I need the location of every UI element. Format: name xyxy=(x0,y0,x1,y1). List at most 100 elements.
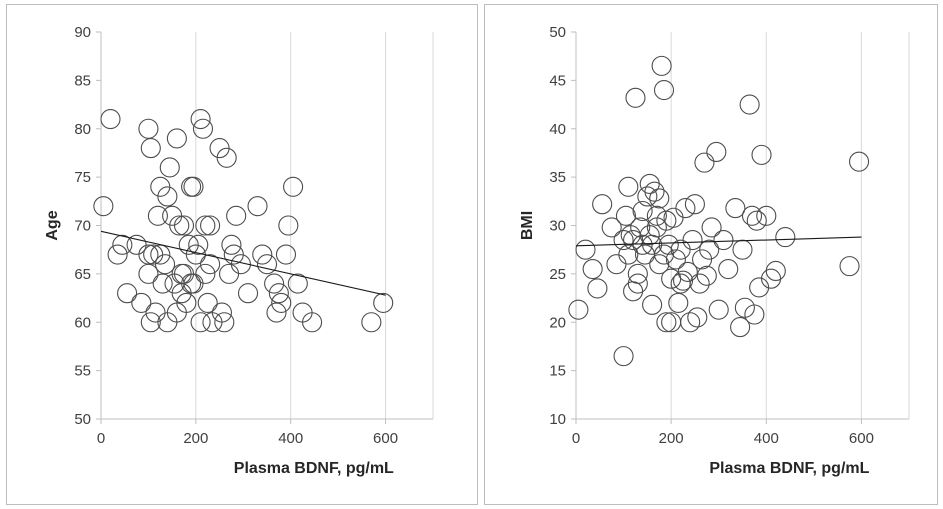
age-data-point xyxy=(169,215,190,236)
age-scatter-chart: 50 55 60 65 70 75 80 85 90 0 200 400 600 Plasma BDNF,… xyxy=(44,24,434,477)
age-y-tick-label: 65 xyxy=(74,266,91,283)
age-x-tick-label: 0 xyxy=(97,430,105,447)
age-data-point xyxy=(219,263,240,284)
bmi-data-point xyxy=(625,87,646,108)
age-data-point xyxy=(117,283,138,304)
bmi-data-point xyxy=(615,205,636,226)
age-data-point xyxy=(283,176,304,197)
age-data-point xyxy=(200,254,221,275)
bmi-data-point xyxy=(644,181,665,202)
age-y-tick-label: 85 xyxy=(74,72,91,89)
bmi-x-tick-label: 600 xyxy=(849,430,874,447)
age-data-point xyxy=(268,283,289,304)
bmi-data-point xyxy=(732,239,753,260)
bmi-trendline xyxy=(575,236,862,247)
bmi-y-tick-label: 10 xyxy=(549,411,566,428)
age-data-point xyxy=(221,234,242,255)
bmi-data-point xyxy=(677,261,698,282)
age-data-point xyxy=(188,234,209,255)
bmi-data-point xyxy=(680,312,701,333)
bmi-data-point xyxy=(706,141,727,163)
age-data-point xyxy=(138,263,159,284)
age-data-point xyxy=(214,312,235,333)
bmi-data-point xyxy=(744,304,765,325)
age-data-point xyxy=(140,312,161,333)
bmi-data-point xyxy=(701,217,722,238)
bmi-x-axis-title: Plasma BDNF, pg/mL xyxy=(709,460,869,477)
bmi-data-point xyxy=(718,258,739,280)
age-data-point xyxy=(93,196,114,217)
bmi-data-point xyxy=(613,346,634,367)
bmi-data-point xyxy=(775,227,796,248)
bmi-data-point xyxy=(651,55,672,76)
bmi-y-tick-label: 25 xyxy=(549,266,566,283)
bmi-y-tick-label: 50 xyxy=(549,24,566,41)
age-data-point xyxy=(159,157,180,178)
bmi-data-point xyxy=(637,186,658,207)
bmi-data-point xyxy=(756,205,777,226)
age-data-point xyxy=(287,273,308,294)
age-y-axis-title: Age xyxy=(44,210,61,240)
bmi-data-point xyxy=(632,200,653,222)
chart-panel-age: 50 55 60 65 70 75 80 85 90 0 200 400 600 Plasma BDNF,… xyxy=(6,4,478,505)
bmi-data-point xyxy=(627,273,648,294)
age-data-point xyxy=(275,244,297,265)
bmi-data-point xyxy=(687,307,708,328)
bmi-y-tick-label: 40 xyxy=(549,121,566,138)
bmi-data-point xyxy=(613,229,634,251)
age-data-point xyxy=(302,312,323,333)
age-data-point xyxy=(152,273,173,294)
bmi-data-point xyxy=(649,188,670,209)
bmi-data-point xyxy=(665,249,686,270)
bmi-data-point xyxy=(663,207,684,228)
bmi-data-point xyxy=(642,294,663,315)
bmi-data-point xyxy=(751,144,772,165)
bmi-scatter-chart: 10 15 20 25 30 35 40 45 50 0 200 400 600 Plasma BDNF,… xyxy=(519,24,910,477)
age-data-point xyxy=(211,302,232,323)
age-data-point xyxy=(237,283,259,304)
bmi-y-axis-title: BMI xyxy=(519,211,536,240)
age-data-point xyxy=(195,263,216,284)
bmi-y-tick-label: 35 xyxy=(549,169,566,186)
age-data-point xyxy=(278,215,299,236)
chart-panel-bmi: 10 15 20 25 30 35 40 45 50 0 200 400 600 Plasma BDNF,… xyxy=(484,4,938,505)
age-data-point xyxy=(200,215,221,236)
bmi-x-tick-label: 200 xyxy=(659,430,684,447)
bmi-data-point xyxy=(682,229,703,251)
bmi-data-point xyxy=(730,317,751,338)
bmi-data-point xyxy=(713,229,734,251)
bmi-data-point xyxy=(741,205,763,226)
bmi-data-point xyxy=(765,260,786,282)
bmi-data-point xyxy=(848,151,870,172)
age-data-point xyxy=(373,292,394,313)
bmi-data-point xyxy=(587,278,608,299)
age-data-point xyxy=(216,147,237,168)
age-y-tick-label: 90 xyxy=(74,24,91,41)
age-y-tick-label: 50 xyxy=(74,411,91,428)
bmi-data-point xyxy=(708,299,729,320)
age-data-point xyxy=(140,138,161,159)
age-y-tick-label: 60 xyxy=(74,314,91,331)
bmi-data-point xyxy=(575,239,596,260)
age-data-point xyxy=(190,109,211,130)
bmi-data-point xyxy=(694,152,715,173)
bmi-data-point xyxy=(668,292,689,313)
bmi-data-point xyxy=(568,299,589,320)
bmi-data-point xyxy=(656,312,677,333)
age-x-tick-label: 200 xyxy=(183,430,208,447)
bmi-data-point xyxy=(746,210,767,231)
age-data-point xyxy=(264,273,285,294)
bmi-x-tick-label: 0 xyxy=(572,430,580,447)
age-data-point xyxy=(138,118,159,139)
bmi-data-point xyxy=(627,263,648,284)
bmi-data-point xyxy=(592,194,613,215)
age-data-point xyxy=(112,234,133,255)
age-trendline xyxy=(100,230,386,296)
bmi-data-point xyxy=(689,273,710,294)
age-data-point xyxy=(138,244,159,265)
bmi-data-point xyxy=(582,258,603,280)
bmi-data-point xyxy=(699,239,720,260)
bmi-data-point xyxy=(658,234,679,255)
age-data-point xyxy=(183,176,204,197)
